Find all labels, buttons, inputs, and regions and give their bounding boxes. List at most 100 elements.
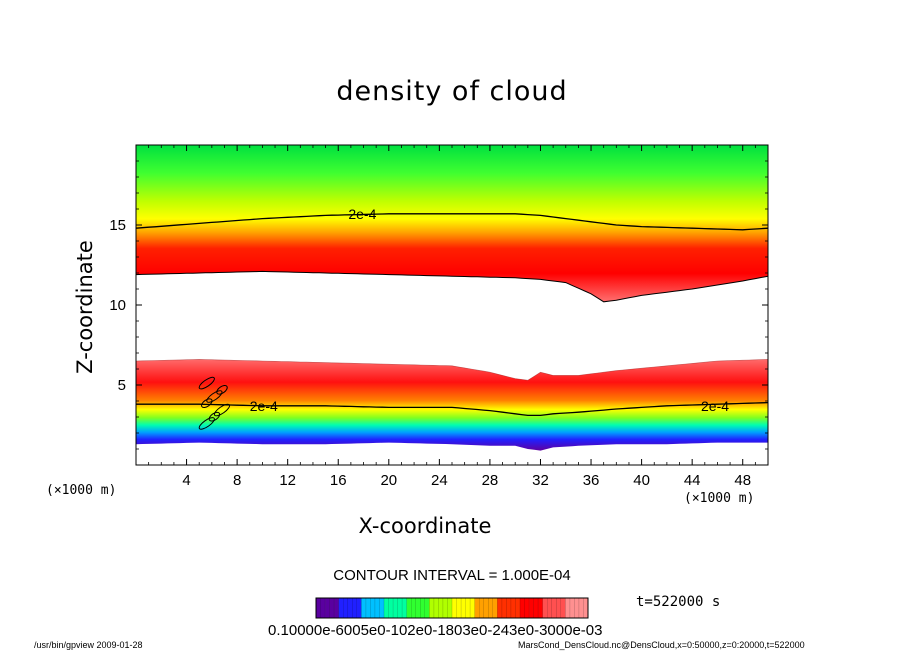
- x-unit-label-right: (×1000 m): [684, 491, 755, 506]
- colorbar-segment-28: [442, 598, 448, 618]
- footer-left: /usr/bin/gpview 2009-01-28: [34, 640, 143, 650]
- turbulent-contour-1: [208, 411, 221, 422]
- x-unit-label-left: (×1000 m): [46, 483, 117, 498]
- colorbar-segment-18: [397, 598, 403, 618]
- colorbar-segment-3: [329, 598, 335, 618]
- colorbar-segment-55: [565, 598, 571, 618]
- colorbar-segment-34: [470, 598, 475, 618]
- colorbar-segment-33: [465, 598, 471, 618]
- colorbar-segment-14: [379, 598, 385, 618]
- y-tick-label-10: 10: [109, 297, 126, 314]
- footer-right: MarsCond_DensCloud.nc@DensCloud,x=0:5000…: [518, 640, 805, 650]
- colorbar-segment-45: [520, 598, 525, 618]
- x-tick-label-48: 48: [734, 472, 751, 489]
- colorbar-segment-58: [578, 598, 584, 618]
- colorbar-segment-49: [538, 598, 543, 618]
- colorbar-segment-56: [569, 598, 575, 618]
- colorbar-segment-6: [343, 598, 348, 618]
- colorbar-segment-21: [411, 598, 416, 618]
- colorbar-segment-39: [492, 598, 498, 618]
- turbulent-contour-3: [201, 398, 213, 409]
- colorbar-segment-51: [547, 598, 552, 618]
- upper-layer-bottom-contour: [135, 270, 769, 303]
- x-tick-label-16: 16: [330, 472, 347, 489]
- colorbar-segment-32: [461, 598, 466, 618]
- colorbar-segment-50: [542, 598, 548, 618]
- colorbar-segment-0: [316, 598, 321, 618]
- lower-layer-top-edge: [135, 359, 769, 381]
- colorbar-segment-53: [556, 598, 562, 618]
- colorbar-segment-46: [524, 598, 530, 618]
- colorbar-segment-24: [424, 598, 430, 618]
- colorbar-segment-11: [365, 598, 371, 618]
- turbulent-contour-0: [198, 417, 215, 430]
- colorbar-frame: [315, 597, 589, 619]
- colorbar-segment-1: [320, 598, 326, 618]
- x-tick-label-36: 36: [583, 472, 600, 489]
- y-tick-label-15: 15: [109, 217, 126, 234]
- x-tick-label-44: 44: [684, 472, 701, 489]
- colorbar-segment-44: [515, 598, 521, 618]
- colorbar-segment-22: [415, 598, 421, 618]
- turbulent-contour-4: [206, 390, 223, 403]
- x-axis-label: X-coordinate: [358, 514, 492, 538]
- turbulent-contour-5: [216, 384, 228, 395]
- x-tick-label-20: 20: [380, 472, 397, 489]
- x-tick-label-28: 28: [482, 472, 499, 489]
- colorbar-segment-36: [479, 598, 484, 618]
- colorbar-segment-41: [501, 598, 507, 618]
- lower-contour-2e-4: [136, 401, 769, 417]
- colorbar-segment-10: [361, 598, 367, 618]
- colorbar-segment-48: [533, 598, 539, 618]
- colorbar-segment-16: [388, 598, 394, 618]
- colorbar-labels: 0.10000e-6005e0-102e0-1803e0-243e0-3000e…: [268, 622, 603, 639]
- colorbar-segment-25: [429, 598, 435, 618]
- x-tick-label-4: 4: [182, 472, 190, 489]
- x-tick-label-24: 24: [431, 472, 448, 489]
- colorbar-segment-15: [384, 598, 389, 618]
- colorbar-segment-12: [370, 598, 376, 618]
- colorbar-segment-20: [406, 598, 412, 618]
- colorbar-segment-17: [393, 598, 398, 618]
- colorbar-segment-13: [374, 598, 380, 618]
- x-tick-label-12: 12: [279, 472, 296, 489]
- time-label: t=522000 s: [636, 594, 721, 610]
- contour-interval-label: CONTOUR INTERVAL = 1.000E-04: [333, 567, 571, 584]
- colorbar-segment-43: [510, 598, 516, 618]
- colorbar-segment-42: [506, 598, 512, 618]
- contour-label-1: 2e-4: [250, 398, 278, 414]
- colorbar-segment-57: [574, 598, 580, 618]
- x-tick-label-8: 8: [233, 472, 241, 489]
- colorbar-segment-7: [347, 598, 353, 618]
- chart-title: density of cloud: [336, 76, 568, 107]
- colorbar-segment-8: [352, 598, 358, 618]
- colorbar-segment-2: [325, 598, 330, 618]
- colorbar-segment-26: [433, 598, 439, 618]
- colorbar-segment-52: [551, 598, 557, 618]
- colorbar-segment-29: [447, 598, 453, 618]
- upper-cloud-layer: [136, 145, 768, 302]
- colorbar-segment-23: [420, 598, 426, 618]
- y-tick-label-5: 5: [118, 377, 126, 394]
- colorbar-segment-30: [452, 598, 457, 618]
- contour-label-0: 2e-4: [348, 206, 376, 222]
- colorbar-segment-9: [356, 598, 362, 618]
- colorbar-segment-31: [456, 598, 462, 618]
- colorbar-segment-54: [560, 598, 566, 618]
- colorbar-segment-37: [483, 598, 489, 618]
- colorbar-segment-4: [334, 598, 339, 618]
- y-axis-label: Z-coordinate: [73, 240, 97, 374]
- turbulent-contour-6: [198, 376, 215, 390]
- colorbar-segment-27: [438, 598, 444, 618]
- colorbar-segment-35: [474, 598, 480, 618]
- colorbar-segment-38: [488, 598, 494, 618]
- colorbar-segment-19: [402, 598, 407, 618]
- x-tick-label-40: 40: [633, 472, 650, 489]
- upper-contour-2e-4: [135, 213, 769, 231]
- contour-label-2: 2e-4: [701, 398, 729, 414]
- turbulent-contour-2: [213, 403, 231, 417]
- colorbar-segment-59: [583, 598, 589, 618]
- colorbar-segment-40: [497, 598, 503, 618]
- x-tick-label-32: 32: [532, 472, 549, 489]
